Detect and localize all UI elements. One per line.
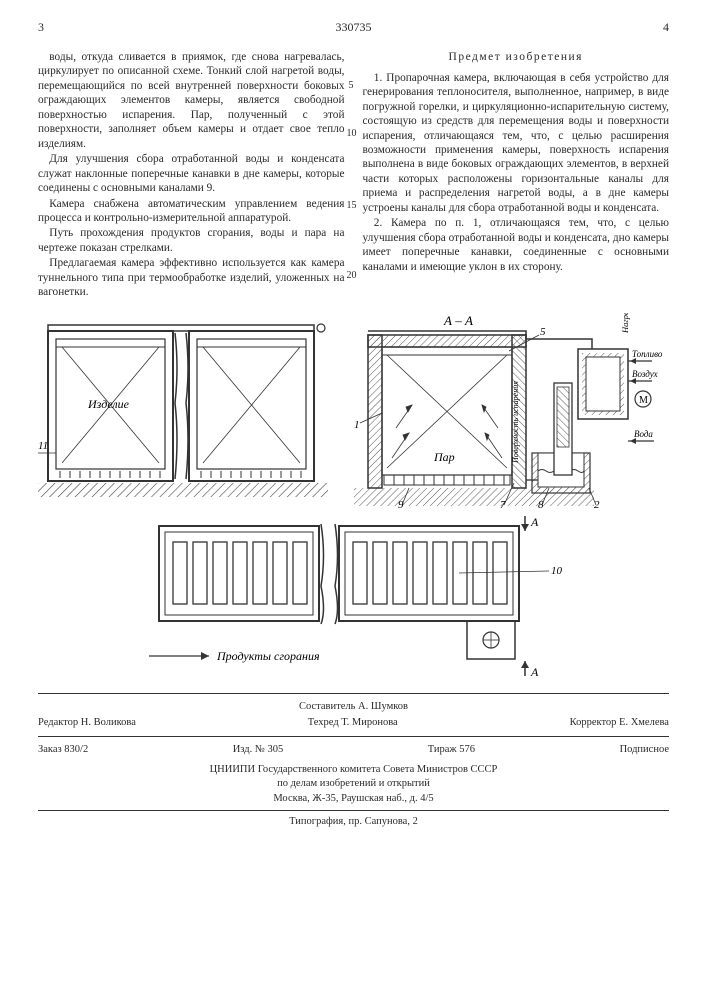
tehred: Техред Т. Миронова xyxy=(308,716,398,730)
svg-text:А: А xyxy=(530,665,539,679)
order: Заказ 830/2 xyxy=(38,743,88,757)
editor: Редактор Н. Воликова xyxy=(38,716,136,730)
left-para-1: воды, откуда сливается в приямок, где сн… xyxy=(38,50,345,151)
ref-1: 1 xyxy=(354,419,360,431)
products-label: Продукты сгорания xyxy=(216,649,320,663)
print-row: Заказ 830/2 Изд. № 305 Тираж 576 Подписн… xyxy=(38,741,669,759)
hot-water-label: Нагретая вода xyxy=(620,313,630,334)
footer-rule-3 xyxy=(38,810,669,811)
page-number-right: 4 xyxy=(663,20,669,35)
surface-label: Поверхность испарения xyxy=(511,381,520,464)
footer-rule-2 xyxy=(38,736,669,737)
line-num-20: 20 xyxy=(347,270,357,283)
line-num-15: 15 xyxy=(347,200,357,213)
credits-row: Редактор Н. Воликова Техред Т. Миронова … xyxy=(38,714,669,732)
izd: Изд. № 305 xyxy=(233,743,284,757)
figure-section-aa: А – А 5 Пар xyxy=(354,313,669,508)
ref-7: 7 xyxy=(500,499,506,508)
vozduh-label: Воздух xyxy=(632,369,658,379)
left-para-3: Камера снабжена автоматическим управлени… xyxy=(38,197,345,226)
page-header: 3 330735 4 xyxy=(38,20,669,50)
section-arrow-top: А xyxy=(521,516,539,531)
tirazh: Тираж 576 xyxy=(428,743,475,757)
line-num-5: 5 xyxy=(349,80,354,93)
addr: Москва, Ж-35, Раушская наб., д. 4/5 xyxy=(38,792,669,806)
motor-label: М xyxy=(639,395,648,406)
compiler-line: Составитель А. Шумков xyxy=(38,700,669,714)
toplivo-label: Топливо xyxy=(632,349,663,359)
text-columns: воды, откуда сливается в приямок, где сн… xyxy=(38,50,669,301)
left-para-4: Путь прохождения продуктов сгорания, вод… xyxy=(38,226,345,255)
claim-1: 1. Пропарочная камера, включающая в себя… xyxy=(363,71,670,216)
par-label: Пар xyxy=(433,450,455,464)
ref-5: 5 xyxy=(540,326,546,338)
figure-plan-view: 10 А А Прод xyxy=(139,516,569,681)
footer: Составитель А. Шумков Редактор Н. Волико… xyxy=(38,700,669,829)
figures-block: 11 Изделие А – А xyxy=(38,313,669,681)
page-number-left: 3 xyxy=(38,20,44,35)
org1: ЦНИИПИ Государственного комитета Совета … xyxy=(38,763,669,777)
podpis: Подписное xyxy=(620,743,669,757)
figure-front-view: 11 Изделие xyxy=(38,313,328,498)
typo: Типография, пр. Сапунова, 2 xyxy=(38,815,669,829)
claim-2: 2. Камера по п. 1, отличающаяся тем, что… xyxy=(363,216,670,274)
svg-text:А: А xyxy=(530,516,539,529)
ref-10: 10 xyxy=(551,565,563,577)
left-column: воды, откуда сливается в приямок, где сн… xyxy=(38,50,345,301)
right-column: 5 10 15 20 Предмет изобретения 1. Пропар… xyxy=(363,50,670,301)
footer-rule-1 xyxy=(38,693,669,694)
org2: по делам изобретений и открытий xyxy=(38,777,669,791)
patent-number: 330735 xyxy=(336,20,372,35)
izdelie-label: Изделие xyxy=(87,397,130,411)
left-para-5: Предлагаемая камера эффективно используе… xyxy=(38,256,345,299)
section-arrow-bottom: А xyxy=(521,661,539,679)
voda-label: Вода xyxy=(634,429,653,439)
line-num-10: 10 xyxy=(347,128,357,141)
ref-8: 8 xyxy=(538,499,544,508)
ref-9: 9 xyxy=(398,499,404,508)
left-para-2: Для улучшения сбора отработанной воды и … xyxy=(38,152,345,195)
ref-2: 2 xyxy=(594,499,600,508)
section-label: А – А xyxy=(443,313,473,328)
ref-11: 11 xyxy=(38,440,48,452)
subject-title: Предмет изобретения xyxy=(363,50,670,65)
corrector: Корректор Е. Хмелева xyxy=(570,716,669,730)
